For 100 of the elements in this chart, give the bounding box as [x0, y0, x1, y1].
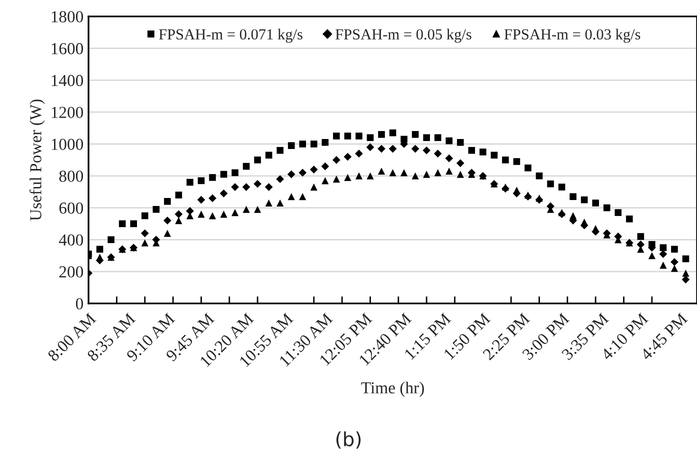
- point: [322, 177, 329, 184]
- point: [310, 140, 318, 148]
- point: [164, 230, 171, 237]
- point: [366, 134, 374, 142]
- point: [670, 264, 678, 272]
- y-tick-label: 200: [59, 266, 84, 278]
- point: [626, 216, 633, 222]
- point: [682, 276, 690, 284]
- point: [254, 156, 261, 164]
- point: [423, 134, 430, 142]
- point: [344, 152, 352, 161]
- point: [388, 144, 397, 153]
- point: [412, 172, 419, 180]
- point: [434, 134, 442, 142]
- x-axis-title: Time (hr): [361, 382, 424, 397]
- point: [603, 204, 610, 212]
- point: [344, 174, 352, 182]
- point: [513, 158, 520, 165]
- point: [592, 200, 599, 206]
- legend-label: FPSAH-m = 0.05 kg/s: [335, 28, 472, 43]
- point: [660, 262, 667, 269]
- point: [141, 212, 148, 220]
- point: [670, 258, 678, 266]
- point: [378, 168, 386, 175]
- point: [456, 170, 464, 178]
- point: [513, 186, 520, 194]
- point: [310, 184, 318, 191]
- point: [659, 250, 668, 258]
- point: [220, 170, 228, 178]
- y-tick-label: 1600: [52, 43, 84, 54]
- point: [186, 207, 194, 215]
- point: [152, 206, 160, 213]
- point: [671, 246, 678, 253]
- point: [287, 170, 296, 178]
- point: [298, 168, 307, 177]
- y-tick-label: 1000: [52, 138, 84, 150]
- point: [333, 132, 340, 140]
- point: [163, 216, 172, 224]
- point: [299, 193, 306, 200]
- point: [378, 144, 386, 153]
- y-tick-label: 1800: [52, 11, 84, 22]
- point: [580, 196, 588, 204]
- point: [96, 246, 104, 253]
- point: [265, 152, 272, 159]
- point: [660, 244, 667, 252]
- point: [446, 168, 453, 175]
- point: [231, 183, 239, 191]
- point: [592, 224, 600, 232]
- y-tick-label: 600: [59, 202, 84, 214]
- y-tick-label: 1200: [52, 106, 84, 118]
- point: [254, 180, 262, 188]
- point: [220, 210, 228, 218]
- point: [310, 166, 318, 174]
- point: [389, 129, 396, 136]
- point: [332, 156, 340, 164]
- point: [502, 156, 509, 164]
- point: [411, 144, 420, 153]
- point: [332, 176, 340, 183]
- point: [220, 190, 228, 198]
- point: [355, 172, 362, 180]
- point: [242, 162, 250, 170]
- point: [456, 139, 464, 146]
- point: [140, 229, 149, 238]
- y-tick-label: 800: [59, 170, 84, 182]
- point: [366, 143, 374, 152]
- point: [434, 150, 442, 158]
- point: [96, 254, 104, 261]
- point: [570, 212, 577, 220]
- point: [570, 193, 576, 200]
- legend-label: FPSAH-m = 0.071 kg/s: [158, 28, 302, 43]
- point: [175, 192, 182, 198]
- point: [490, 152, 498, 159]
- point: [198, 177, 205, 184]
- point: [175, 216, 182, 224]
- point: [288, 142, 295, 149]
- point: [682, 255, 690, 262]
- point: [232, 169, 238, 176]
- point: [423, 170, 430, 178]
- point: [276, 175, 284, 184]
- point: [580, 218, 588, 226]
- point: [637, 233, 644, 240]
- point: [276, 146, 284, 154]
- point: [547, 180, 554, 188]
- point: [164, 198, 171, 205]
- point: [366, 172, 374, 180]
- point: [636, 240, 645, 248]
- legend-label: FPSAH-m = 0.03 kg/s: [504, 28, 640, 43]
- point: [108, 236, 114, 244]
- point: [276, 199, 284, 207]
- point: [130, 220, 137, 228]
- point: [118, 220, 126, 228]
- point: [264, 183, 273, 191]
- point: [231, 209, 239, 216]
- point: [208, 194, 216, 202]
- point: [682, 270, 690, 277]
- point: [186, 178, 194, 186]
- y-tick-label: 400: [58, 234, 84, 246]
- point: [265, 199, 272, 207]
- point: [141, 239, 148, 246]
- point: [198, 210, 205, 218]
